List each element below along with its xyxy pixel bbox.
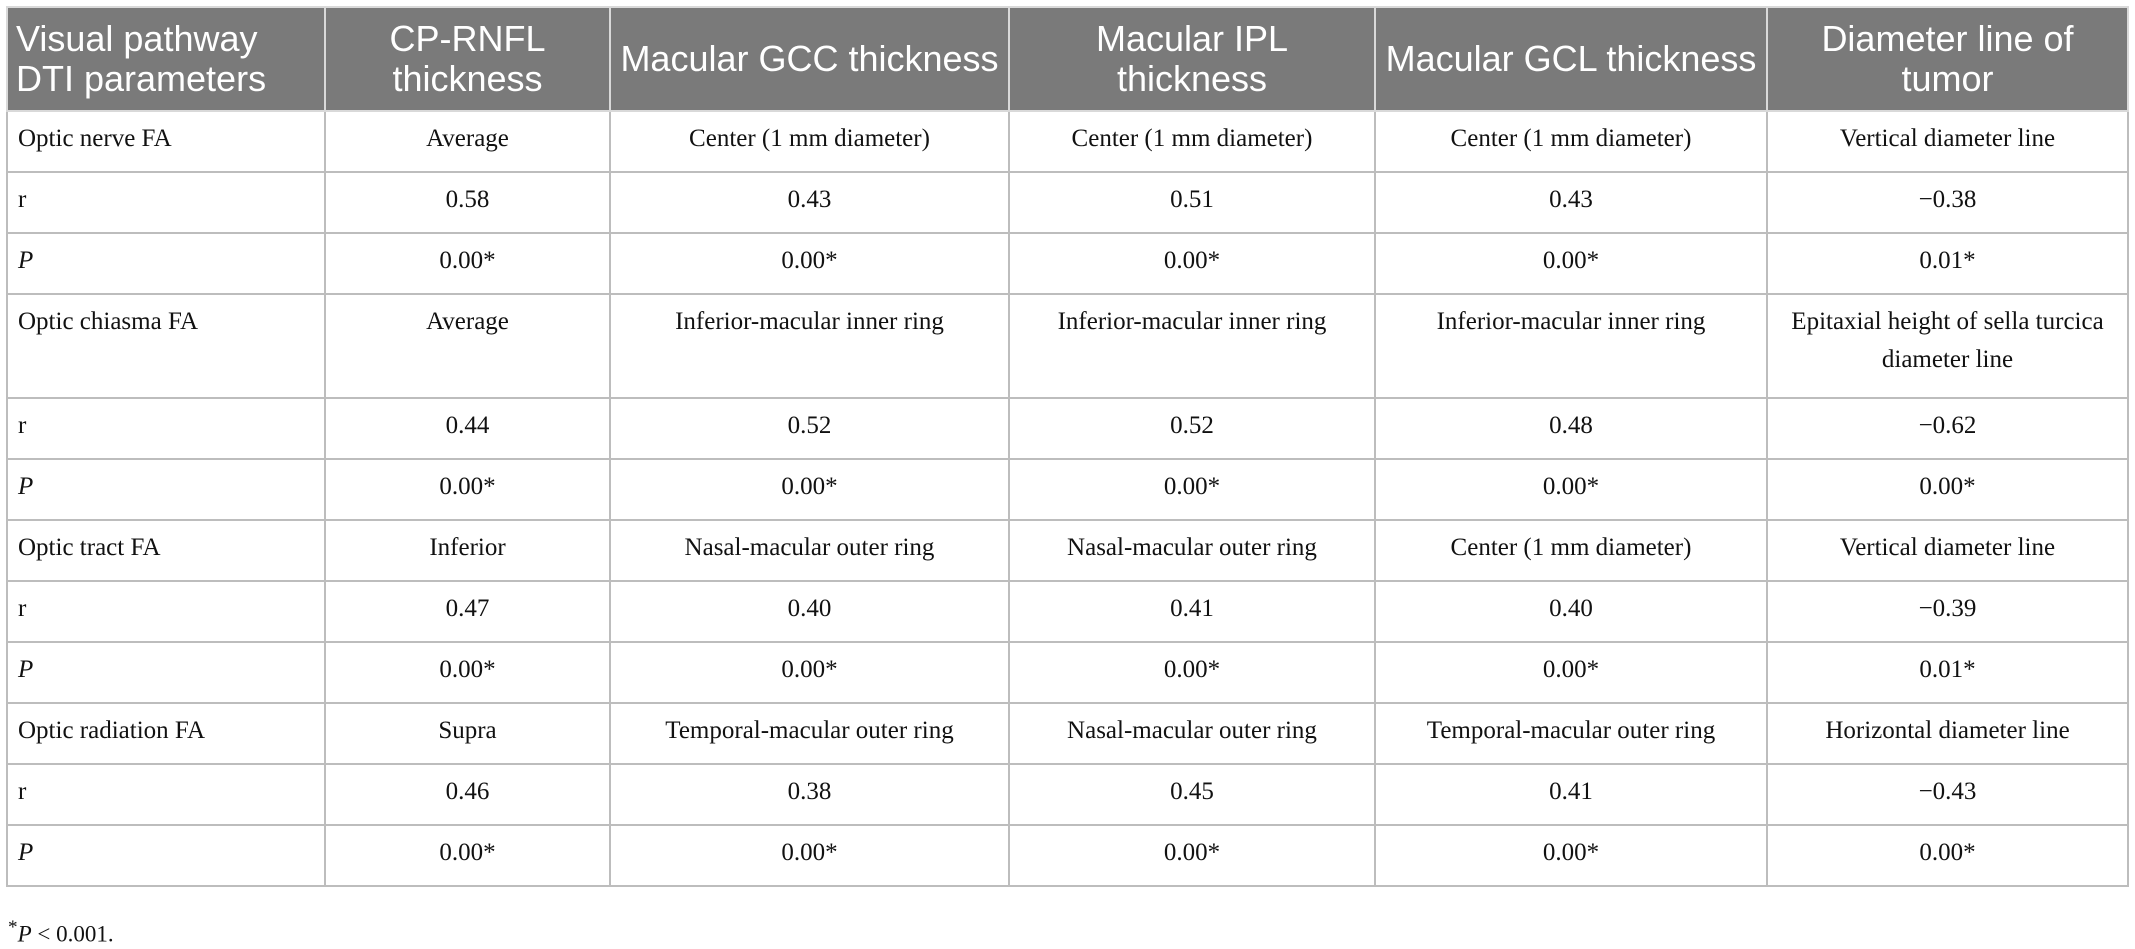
table-row: Optic tract FA Inferior Nasal-macular oute… xyxy=(6,519,2129,582)
cell-cp-rnfl: 0.00* xyxy=(324,232,611,295)
cell-diameter-line: 0.00* xyxy=(1766,824,2129,887)
cell-macular-gcc: Temporal-macular outer ring xyxy=(609,702,1010,765)
cell-diameter-line: Vertical diameter line xyxy=(1766,519,2129,582)
header-macular-gcl: Macular GCL thickness xyxy=(1374,6,1768,112)
cell-macular-gcl: 0.00* xyxy=(1374,458,1768,521)
cell-macular-ipl: 0.00* xyxy=(1008,641,1376,704)
cell-macular-gcl: 0.00* xyxy=(1374,824,1768,887)
header-cp-rnfl: CP-RNFL thickness xyxy=(324,6,611,112)
cell-macular-gcc: 0.40 xyxy=(609,580,1010,643)
cell-macular-ipl: 0.52 xyxy=(1008,397,1376,460)
cell-macular-ipl: 0.41 xyxy=(1008,580,1376,643)
cell-macular-gcc: Inferior-macular inner ring xyxy=(609,293,1010,399)
cell-cp-rnfl: 0.00* xyxy=(324,458,611,521)
header-visual-pathway: Visual pathway DTI parameters xyxy=(6,6,326,112)
cell-parameter: Optic radiation FA xyxy=(6,702,326,765)
cell-macular-gcc: Center (1 mm diameter) xyxy=(609,110,1010,173)
cell-macular-gcl: 0.40 xyxy=(1374,580,1768,643)
results-table-container: Visual pathway DTI parameters CP-RNFL th… xyxy=(6,6,2129,887)
cell-diameter-line: Vertical diameter line xyxy=(1766,110,2129,173)
table-row: r 0.47 0.40 0.41 0.40 −0.39 xyxy=(6,580,2129,643)
table-row: P 0.00* 0.00* 0.00* 0.00* 0.00* xyxy=(6,458,2129,521)
table-body: Optic nerve FA Average Center (1 mm diamet… xyxy=(6,110,2129,887)
cell-macular-gcc: 0.00* xyxy=(609,641,1010,704)
cell-cp-rnfl: Supra xyxy=(324,702,611,765)
cell-diameter-line: Horizontal diameter line xyxy=(1766,702,2129,765)
cell-macular-ipl: Nasal-macular outer ring xyxy=(1008,519,1376,582)
cell-macular-ipl: Nasal-macular outer ring xyxy=(1008,702,1376,765)
cell-macular-gcc: 0.00* xyxy=(609,824,1010,887)
cell-macular-ipl: 0.00* xyxy=(1008,824,1376,887)
cell-macular-gcl: Center (1 mm diameter) xyxy=(1374,110,1768,173)
cell-macular-gcl: 0.43 xyxy=(1374,171,1768,234)
cell-macular-ipl: Center (1 mm diameter) xyxy=(1008,110,1376,173)
table-row: P 0.00* 0.00* 0.00* 0.00* 0.00* xyxy=(6,824,2129,887)
cell-parameter: Optic nerve FA xyxy=(6,110,326,173)
cell-parameter: r xyxy=(6,171,326,234)
footnote-text: < 0.001. xyxy=(31,921,114,947)
cell-diameter-line: 0.01* xyxy=(1766,641,2129,704)
cell-diameter-line: −0.38 xyxy=(1766,171,2129,234)
header-diameter-line: Diameter line of tumor xyxy=(1766,6,2129,112)
cell-parameter: Optic tract FA xyxy=(6,519,326,582)
cell-macular-gcl: 0.00* xyxy=(1374,232,1768,295)
cell-parameter: Optic chiasma FA xyxy=(6,293,326,399)
table-row: Optic radiation FA Supra Temporal-macular … xyxy=(6,702,2129,765)
cell-cp-rnfl: 0.46 xyxy=(324,763,611,826)
cell-diameter-line: 0.00* xyxy=(1766,458,2129,521)
table-row: r 0.46 0.38 0.45 0.41 −0.43 xyxy=(6,763,2129,826)
cell-cp-rnfl: 0.44 xyxy=(324,397,611,460)
cell-macular-gcc: Nasal-macular outer ring xyxy=(609,519,1010,582)
cell-cp-rnfl: 0.00* xyxy=(324,641,611,704)
cell-cp-rnfl: 0.00* xyxy=(324,824,611,887)
correlation-table: Visual pathway DTI parameters CP-RNFL th… xyxy=(6,6,2129,887)
cell-parameter: P xyxy=(6,824,326,887)
cell-cp-rnfl: 0.47 xyxy=(324,580,611,643)
cell-macular-gcl: Inferior-macular inner ring xyxy=(1374,293,1768,399)
table-footnote: *P < 0.001. xyxy=(8,914,114,949)
cell-parameter: r xyxy=(6,580,326,643)
header-macular-ipl: Macular IPL thickness xyxy=(1008,6,1376,112)
cell-macular-gcl: 0.00* xyxy=(1374,641,1768,704)
table-header: Visual pathway DTI parameters CP-RNFL th… xyxy=(6,6,2129,112)
cell-macular-gcl: Center (1 mm diameter) xyxy=(1374,519,1768,582)
cell-macular-gcl: 0.41 xyxy=(1374,763,1768,826)
cell-cp-rnfl: Average xyxy=(324,293,611,399)
cell-parameter: r xyxy=(6,397,326,460)
cell-macular-gcc: 0.38 xyxy=(609,763,1010,826)
cell-macular-ipl: 0.00* xyxy=(1008,232,1376,295)
cell-macular-gcc: 0.00* xyxy=(609,232,1010,295)
cell-parameter: P xyxy=(6,641,326,704)
footnote-p-symbol: P xyxy=(17,921,32,947)
cell-macular-gcc: 0.00* xyxy=(609,458,1010,521)
table-row: r 0.44 0.52 0.52 0.48 −0.62 xyxy=(6,397,2129,460)
cell-diameter-line: −0.62 xyxy=(1766,397,2129,460)
footnote-mark: * xyxy=(8,917,18,938)
cell-diameter-line: 0.01* xyxy=(1766,232,2129,295)
cell-diameter-line: −0.43 xyxy=(1766,763,2129,826)
cell-macular-gcl: 0.48 xyxy=(1374,397,1768,460)
cell-macular-gcc: 0.52 xyxy=(609,397,1010,460)
cell-macular-ipl: 0.00* xyxy=(1008,458,1376,521)
cell-diameter-line: Epitaxial height of sella turcica diamet… xyxy=(1766,293,2129,399)
cell-macular-gcl: Temporal-macular outer ring xyxy=(1374,702,1768,765)
cell-cp-rnfl: 0.58 xyxy=(324,171,611,234)
cell-macular-ipl: 0.45 xyxy=(1008,763,1376,826)
cell-parameter: P xyxy=(6,232,326,295)
table-row: r 0.58 0.43 0.51 0.43 −0.38 xyxy=(6,171,2129,234)
header-macular-gcc: Macular GCC thickness xyxy=(609,6,1010,112)
table-row: P 0.00* 0.00* 0.00* 0.00* 0.01* xyxy=(6,232,2129,295)
cell-macular-ipl: 0.51 xyxy=(1008,171,1376,234)
cell-parameter: P xyxy=(6,458,326,521)
cell-macular-gcc: 0.43 xyxy=(609,171,1010,234)
cell-parameter: r xyxy=(6,763,326,826)
table-row: Optic chiasma FA Average Inferior-macular … xyxy=(6,293,2129,399)
cell-cp-rnfl: Inferior xyxy=(324,519,611,582)
cell-diameter-line: −0.39 xyxy=(1766,580,2129,643)
table-row: Optic nerve FA Average Center (1 mm diamet… xyxy=(6,110,2129,173)
cell-macular-ipl: Inferior-macular inner ring xyxy=(1008,293,1376,399)
header-row: Visual pathway DTI parameters CP-RNFL th… xyxy=(6,6,2129,112)
cell-cp-rnfl: Average xyxy=(324,110,611,173)
table-row: P 0.00* 0.00* 0.00* 0.00* 0.01* xyxy=(6,641,2129,704)
